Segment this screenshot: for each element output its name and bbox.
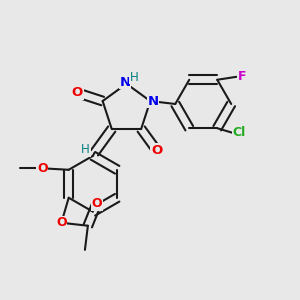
Text: O: O [72,86,83,99]
Text: O: O [92,197,102,210]
Text: H: H [129,71,138,84]
Text: Cl: Cl [233,126,246,139]
Text: F: F [237,70,246,83]
Text: O: O [37,162,47,175]
Text: O: O [151,144,162,157]
Text: N: N [148,94,159,107]
Text: O: O [56,216,67,229]
Text: H: H [81,143,90,156]
Text: N: N [119,76,130,89]
